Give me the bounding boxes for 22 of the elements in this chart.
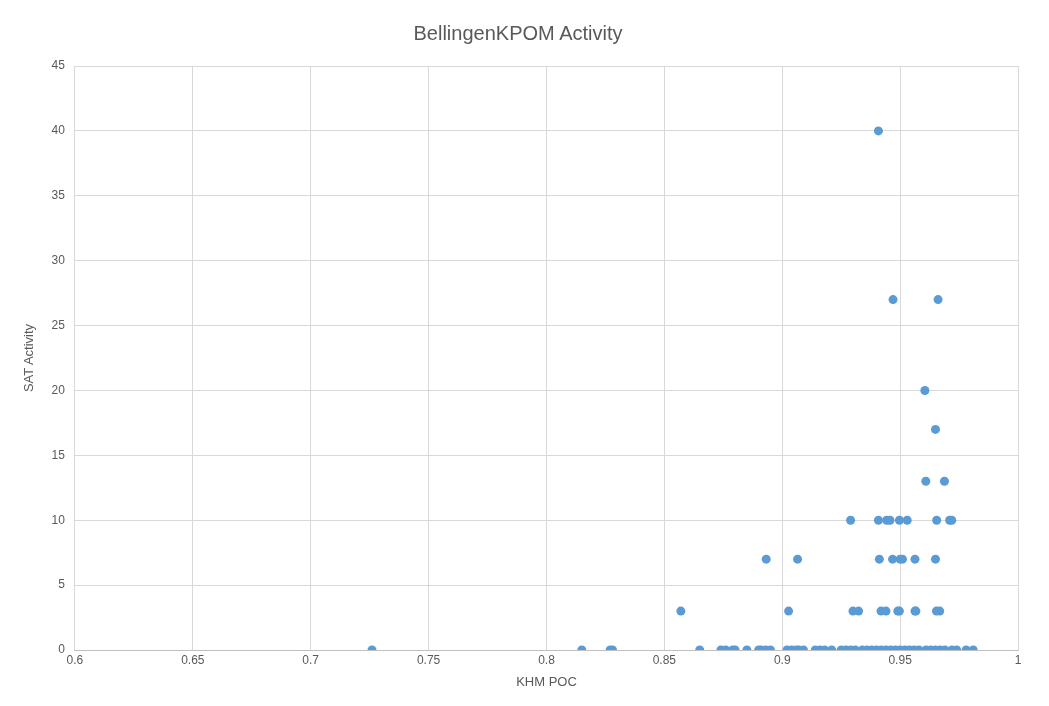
x-tick-label: 0.8: [538, 652, 556, 667]
y-tick-label: 40: [51, 123, 66, 138]
x-tick-label: 1: [1014, 652, 1022, 667]
y-tick-label: 25: [51, 317, 66, 332]
x-tick-label: 0.9: [773, 652, 791, 667]
x-axis-title: KHM POC: [516, 673, 577, 689]
x-tick-label: 0.6: [66, 652, 84, 667]
y-tick-label: 35: [51, 188, 66, 203]
x-tick-label: 0.95: [888, 652, 913, 667]
y-tick-label: 0: [58, 642, 66, 657]
chart-title: BellingenKPOM Activity: [413, 21, 623, 44]
y-tick-label: 20: [51, 382, 66, 397]
y-tick-label: 30: [51, 252, 66, 267]
y-tick-label: 45: [51, 58, 66, 73]
x-tick-label: 0.75: [416, 652, 441, 667]
y-tick-label: 10: [51, 512, 66, 527]
x-tick-label: 0.65: [181, 652, 205, 667]
y-axis-title: SAT Activity: [21, 323, 37, 393]
y-tick-label: 15: [51, 447, 66, 462]
y-tick-label: 5: [58, 577, 66, 592]
x-tick-label: 0.7: [302, 652, 320, 667]
x-tick-label: 0.85: [652, 652, 677, 667]
